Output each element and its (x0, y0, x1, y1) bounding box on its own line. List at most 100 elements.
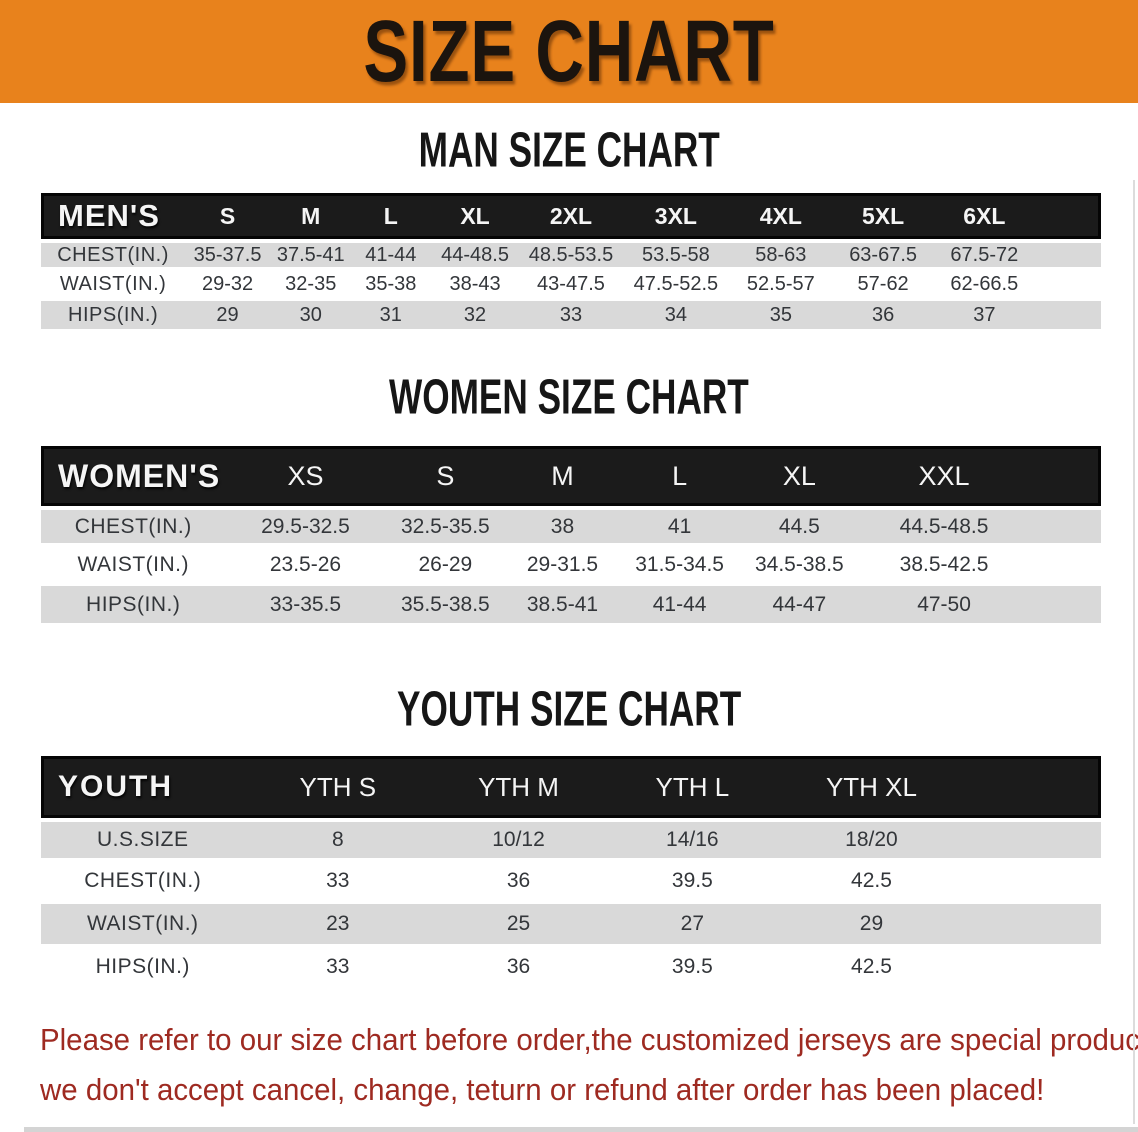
cell: 39.5 (605, 947, 779, 990)
cell: 36 (431, 947, 606, 990)
cell-filler (1028, 506, 1101, 546)
cell-filler (964, 818, 1101, 861)
men-size-header: 4XL (729, 193, 832, 239)
cell-filler (1028, 546, 1101, 586)
cell: 29 (185, 301, 270, 332)
disclaimer-line-1: Please refer to our size chart before or… (40, 1022, 1138, 1057)
cell-filler (964, 904, 1101, 947)
cell: 53.5-58 (621, 239, 730, 270)
women-table-title: WOMEN'S (41, 446, 226, 506)
cell: 38-43 (430, 270, 521, 301)
men-header-row: MEN'S S M L XL 2XL 3XL 4XL 5XL 6XL (41, 193, 1101, 239)
row-label: U.S.SIZE (41, 818, 245, 861)
cell: 10/12 (431, 818, 606, 861)
youth-waist-row: WAIST(IN.) 23 25 27 29 (41, 904, 1101, 947)
cell: 34.5-38.5 (739, 546, 860, 586)
youth-size-table: YOUTH YTH S YTH M YTH L YTH XL U.S.SIZE … (41, 756, 1101, 990)
men-size-header: 6XL (934, 193, 1035, 239)
cell: 23 (244, 904, 432, 947)
cell: 38.5-41 (505, 586, 620, 626)
cell: 23.5-26 (225, 546, 386, 586)
cell: 48.5-53.5 (520, 239, 622, 270)
row-label: CHEST(IN.) (41, 506, 226, 546)
men-table-title: MEN'S (41, 193, 186, 239)
cell: 37.5-41 (269, 239, 352, 270)
cell: 38 (505, 506, 620, 546)
cell-filler (964, 861, 1101, 904)
cell: 47.5-52.5 (621, 270, 730, 301)
men-hips-row: HIPS(IN.) 29 30 31 32 33 34 35 36 37 (41, 301, 1101, 332)
youth-header-row: YOUTH YTH S YTH M YTH L YTH XL (41, 756, 1101, 818)
women-size-table: WOMEN'S XS S M L XL XXL CHEST(IN.) 29.5-… (41, 446, 1101, 626)
men-size-header: L (351, 193, 430, 239)
men-size-header: 2XL (520, 193, 622, 239)
youth-size-header: YTH XL (778, 756, 965, 818)
cell-filler (1034, 270, 1101, 301)
youth-size-header: YTH S (244, 756, 432, 818)
youth-size-header: YTH M (431, 756, 606, 818)
cell: 44.5-48.5 (859, 506, 1029, 546)
cell: 62-66.5 (934, 270, 1035, 301)
cell: 35-38 (351, 270, 430, 301)
banner-title: SIZE CHART (363, 2, 775, 100)
cell: 31.5-34.5 (619, 546, 740, 586)
cell: 29-31.5 (505, 546, 620, 586)
cell: 39.5 (605, 861, 779, 904)
disclaimer-line-2: we don't accept cancel, change, teturn o… (40, 1071, 1045, 1107)
cell: 37 (934, 301, 1035, 332)
men-size-header: 3XL (621, 193, 730, 239)
cell: 47-50 (859, 586, 1029, 626)
cell: 29-32 (185, 270, 270, 301)
row-label: WAIST(IN.) (41, 546, 226, 586)
row-label: WAIST(IN.) (41, 270, 186, 301)
header-filler (1034, 193, 1101, 239)
cell: 27 (605, 904, 779, 947)
cell: 35-37.5 (185, 239, 270, 270)
cell: 42.5 (778, 861, 965, 904)
youth-size-chart-heading: YOUTH SIZE CHART (0, 682, 1138, 737)
youth-ussize-row: U.S.SIZE 8 10/12 14/16 18/20 (41, 818, 1101, 861)
cell: 42.5 (778, 947, 965, 990)
cell: 32-35 (269, 270, 352, 301)
cell: 29.5-32.5 (225, 506, 386, 546)
disclaimer: Please refer to our size chart before or… (0, 1020, 1138, 1111)
women-hips-row: HIPS(IN.) 33-35.5 35.5-38.5 38.5-41 41-4… (41, 586, 1101, 626)
cell: 33 (520, 301, 622, 332)
cell: 36 (431, 861, 606, 904)
cell-filler (1034, 301, 1101, 332)
row-label: HIPS(IN.) (41, 947, 245, 990)
men-waist-row: WAIST(IN.) 29-32 32-35 35-38 38-43 43-47… (41, 270, 1101, 301)
cell: 41-44 (351, 239, 430, 270)
cell: 41 (619, 506, 740, 546)
cell: 31 (351, 301, 430, 332)
row-label: HIPS(IN.) (41, 586, 226, 626)
men-size-header: M (269, 193, 352, 239)
women-size-chart-heading: WOMEN SIZE CHART (0, 373, 1138, 422)
women-size-header: XS (225, 446, 386, 506)
cell-filler (1034, 239, 1101, 270)
men-size-header: XL (430, 193, 521, 239)
youth-heading-text: YOUTH SIZE CHART (396, 682, 742, 737)
cell: 8 (244, 818, 432, 861)
cell: 14/16 (605, 818, 779, 861)
cell: 34 (621, 301, 730, 332)
row-label: CHEST(IN.) (41, 239, 186, 270)
cell: 32 (430, 301, 521, 332)
men-size-header: 5XL (831, 193, 935, 239)
row-label: CHEST(IN.) (41, 861, 245, 904)
cell: 38.5-42.5 (859, 546, 1029, 586)
women-chest-row: CHEST(IN.) 29.5-32.5 32.5-35.5 38 41 44.… (41, 506, 1101, 546)
women-waist-row: WAIST(IN.) 23.5-26 26-29 29-31.5 31.5-34… (41, 546, 1101, 586)
cell: 63-67.5 (831, 239, 935, 270)
cell: 33 (244, 947, 432, 990)
cell: 35 (729, 301, 832, 332)
men-size-header: S (185, 193, 270, 239)
size-chart-banner: SIZE CHART (0, 0, 1138, 103)
cell-filler (1028, 586, 1101, 626)
youth-hips-row: HIPS(IN.) 33 36 39.5 42.5 (41, 947, 1101, 990)
cell: 33-35.5 (225, 586, 386, 626)
cell: 44-48.5 (430, 239, 521, 270)
cell: 52.5-57 (729, 270, 832, 301)
cell: 36 (831, 301, 935, 332)
cell: 25 (431, 904, 606, 947)
